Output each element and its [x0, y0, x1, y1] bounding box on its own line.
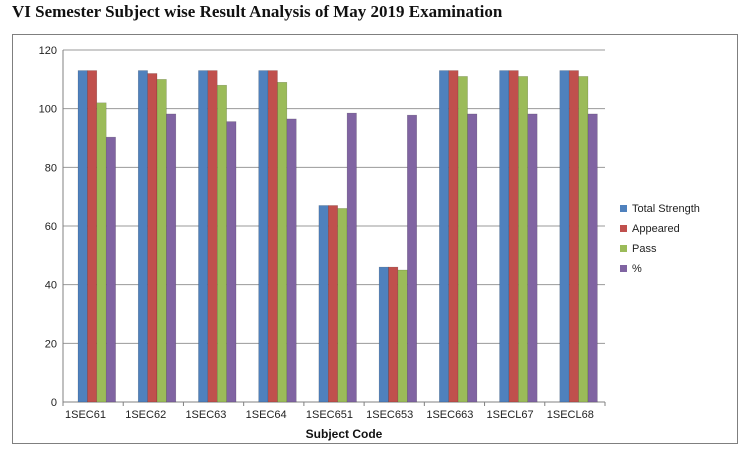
bar [346, 112, 357, 403]
bar [277, 82, 288, 403]
y-tick-label: 40 [45, 280, 57, 292]
x-tick-label: 1SEC651 [306, 409, 353, 421]
x-tick-label: 1SEC64 [246, 409, 287, 421]
bar [397, 269, 408, 403]
x-tick-label: 1SECL67 [487, 409, 534, 421]
legend-label: Total Strength [632, 203, 700, 215]
legend-swatch [620, 245, 627, 252]
chart-title: VI Semester Subject wise Result Analysis… [12, 2, 503, 21]
x-axis-title: Subject Code [306, 427, 383, 441]
bar [448, 70, 459, 403]
y-tick-label: 80 [45, 162, 57, 174]
x-tick-label: 1SEC62 [125, 409, 166, 421]
bar [207, 70, 218, 403]
bar [96, 102, 107, 403]
bar [559, 70, 570, 403]
bar [328, 205, 338, 403]
y-tick-label: 60 [45, 221, 57, 233]
bar [378, 266, 389, 403]
bar [77, 70, 88, 403]
bar [587, 113, 598, 403]
bar [508, 70, 519, 403]
bar [216, 84, 227, 403]
bar [318, 205, 329, 403]
legend-label: Appeared [632, 223, 680, 235]
bar [527, 113, 538, 403]
bar [226, 121, 237, 403]
y-tick-label: 120 [39, 45, 57, 57]
y-tick-label: 100 [39, 104, 57, 116]
bar [156, 79, 167, 403]
bar [467, 113, 478, 403]
bar [499, 70, 510, 403]
bar [147, 73, 158, 403]
bar [457, 76, 468, 403]
bar [388, 266, 399, 403]
bar [518, 76, 529, 403]
legend-swatch [620, 265, 627, 272]
bar [407, 114, 417, 403]
x-tick-label: 1SEC63 [185, 409, 226, 421]
x-tick-label: 1SEC663 [426, 409, 473, 421]
bar [198, 70, 209, 403]
bar [267, 70, 278, 403]
bar [439, 70, 449, 403]
y-tick-label: 0 [51, 397, 57, 409]
bar [568, 70, 579, 403]
bar [105, 136, 116, 403]
bar [337, 208, 348, 403]
legend-label: % [632, 263, 642, 275]
bar [258, 70, 269, 403]
x-tick-label: 1SEC61 [65, 409, 106, 421]
chart-frame [12, 34, 738, 444]
x-tick-label: 1SEC653 [366, 409, 413, 421]
x-tick-label: 1SECL68 [547, 409, 594, 421]
y-tick-label: 20 [45, 338, 57, 350]
bar [137, 70, 148, 403]
bar [87, 70, 98, 403]
bar [578, 76, 589, 403]
legend-swatch [620, 205, 627, 212]
bar [286, 118, 297, 403]
legend-label: Pass [632, 243, 657, 255]
legend-swatch [620, 225, 627, 232]
bar [166, 113, 177, 403]
